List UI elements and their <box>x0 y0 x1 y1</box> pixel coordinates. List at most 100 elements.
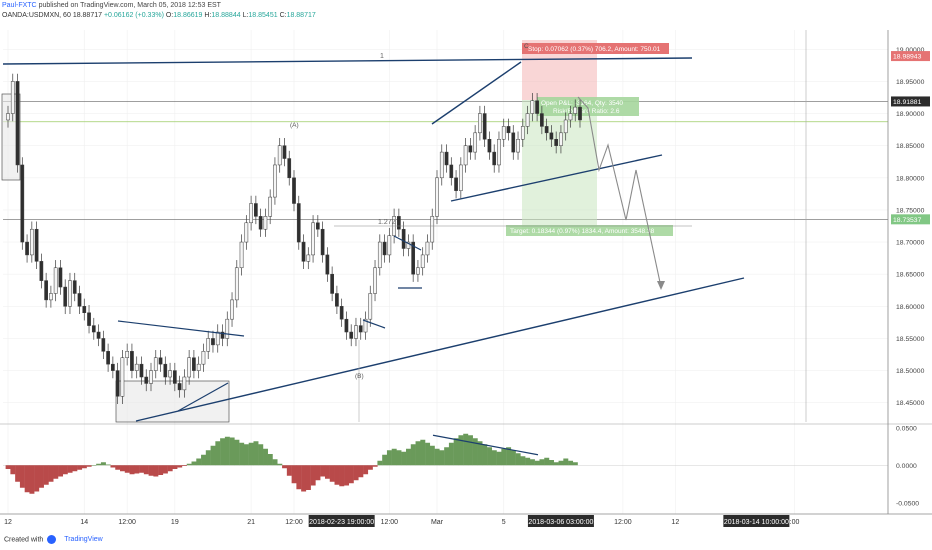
candle-body[interactable] <box>82 306 87 314</box>
candle-body[interactable] <box>511 132 516 153</box>
candle-body[interactable] <box>377 241 382 269</box>
candle-body[interactable] <box>115 370 120 397</box>
support-trendline-long[interactable] <box>135 277 745 422</box>
candle-body[interactable] <box>187 357 191 378</box>
candle-body[interactable] <box>201 351 206 365</box>
candle-body[interactable] <box>544 126 549 134</box>
candle-body[interactable] <box>63 286 68 307</box>
wedge-lower-line[interactable] <box>450 154 663 202</box>
symbol-label[interactable]: OANDA:USDMXN, 60 <box>2 12 71 19</box>
resistance-trendline-top[interactable] <box>2 57 693 65</box>
divergence-trendline[interactable] <box>432 434 539 456</box>
candle-body[interactable] <box>458 164 463 191</box>
candle-body[interactable] <box>234 267 239 301</box>
target-zone[interactable] <box>522 100 597 231</box>
candle-body[interactable] <box>406 241 411 249</box>
candle-body[interactable] <box>239 241 244 269</box>
candle-body[interactable] <box>425 241 430 256</box>
candle-body[interactable] <box>568 113 573 121</box>
candle-body[interactable] <box>463 145 468 166</box>
candle-body[interactable] <box>382 241 387 256</box>
candle-body[interactable] <box>25 241 29 256</box>
candle-body[interactable] <box>487 138 492 153</box>
candle-body[interactable] <box>49 293 53 301</box>
candle-body[interactable] <box>497 138 501 166</box>
candle-body[interactable] <box>125 351 130 358</box>
candle-body[interactable] <box>287 158 292 179</box>
candle-body[interactable] <box>182 376 187 391</box>
candle-body[interactable] <box>6 113 10 121</box>
candle-body[interactable] <box>358 325 363 333</box>
candle-body[interactable] <box>144 376 149 384</box>
flag-line-2[interactable] <box>393 235 422 251</box>
candle-body[interactable] <box>325 254 330 275</box>
candle-body[interactable] <box>172 370 177 384</box>
wedge-upper-line[interactable] <box>431 61 522 125</box>
candle-body[interactable] <box>320 228 325 256</box>
candle-body[interactable] <box>292 177 296 204</box>
candle-body[interactable] <box>230 299 234 320</box>
candle-body[interactable] <box>215 331 220 346</box>
candle-body[interactable] <box>139 363 144 378</box>
candle-body[interactable] <box>501 126 506 140</box>
candle-body[interactable] <box>163 363 168 378</box>
candle-body[interactable] <box>168 370 172 378</box>
candle-body[interactable] <box>559 132 563 146</box>
candle-body[interactable] <box>363 318 368 333</box>
candle-body[interactable] <box>516 138 520 153</box>
candle-body[interactable] <box>15 81 20 166</box>
candle-body[interactable] <box>554 138 559 146</box>
candle-body[interactable] <box>420 254 425 269</box>
candle-body[interactable] <box>354 325 358 339</box>
candle-body[interactable] <box>10 81 15 114</box>
candle-body[interactable] <box>134 363 139 371</box>
candle-body[interactable] <box>39 261 44 281</box>
candle-body[interactable] <box>96 331 101 339</box>
candle-body[interactable] <box>254 203 258 217</box>
candle-body[interactable] <box>220 331 225 339</box>
flag-line-1[interactable] <box>362 319 386 329</box>
candle-body[interactable] <box>106 351 110 365</box>
candle-body[interactable] <box>401 228 406 249</box>
candle-body[interactable] <box>349 331 354 339</box>
candle-body[interactable] <box>306 254 311 262</box>
projection-path[interactable] <box>577 96 662 288</box>
footer-brand[interactable]: TradingView <box>64 536 103 544</box>
candle-body[interactable] <box>130 351 134 371</box>
candle-body[interactable] <box>520 126 525 140</box>
candle-body[interactable] <box>430 216 435 243</box>
candle-body[interactable] <box>335 293 339 307</box>
candle-body[interactable] <box>439 151 444 179</box>
candle-body[interactable] <box>482 113 487 140</box>
candle-body[interactable] <box>206 338 211 352</box>
triangle-upper-left[interactable] <box>117 320 245 337</box>
candle-body[interactable] <box>296 203 301 243</box>
candle-body[interactable] <box>44 280 48 301</box>
candle-body[interactable] <box>454 177 458 191</box>
candle-body[interactable] <box>444 151 449 166</box>
candle-body[interactable] <box>29 228 34 256</box>
candle-body[interactable] <box>468 145 473 153</box>
candle-body[interactable] <box>368 293 373 320</box>
candle-body[interactable] <box>277 145 282 166</box>
candle-body[interactable] <box>77 293 82 307</box>
candle-body[interactable] <box>311 222 315 256</box>
candle-body[interactable] <box>192 357 196 371</box>
candle-body[interactable] <box>301 241 306 262</box>
candle-body[interactable] <box>344 318 349 333</box>
candle-body[interactable] <box>72 280 77 294</box>
candle-body[interactable] <box>578 106 582 121</box>
candle-body[interactable] <box>397 216 401 230</box>
candle-body[interactable] <box>535 100 539 114</box>
candle-body[interactable] <box>244 222 249 243</box>
candle-body[interactable] <box>315 222 320 230</box>
candle-body[interactable] <box>273 164 277 198</box>
candle-body[interactable] <box>473 132 477 153</box>
candle-body[interactable] <box>91 325 96 333</box>
candle-body[interactable] <box>211 338 215 346</box>
candle-body[interactable] <box>540 113 544 127</box>
candle-body[interactable] <box>549 132 554 140</box>
candle-body[interactable] <box>258 216 263 230</box>
candle-body[interactable] <box>20 164 25 243</box>
candle-body[interactable] <box>435 177 439 217</box>
